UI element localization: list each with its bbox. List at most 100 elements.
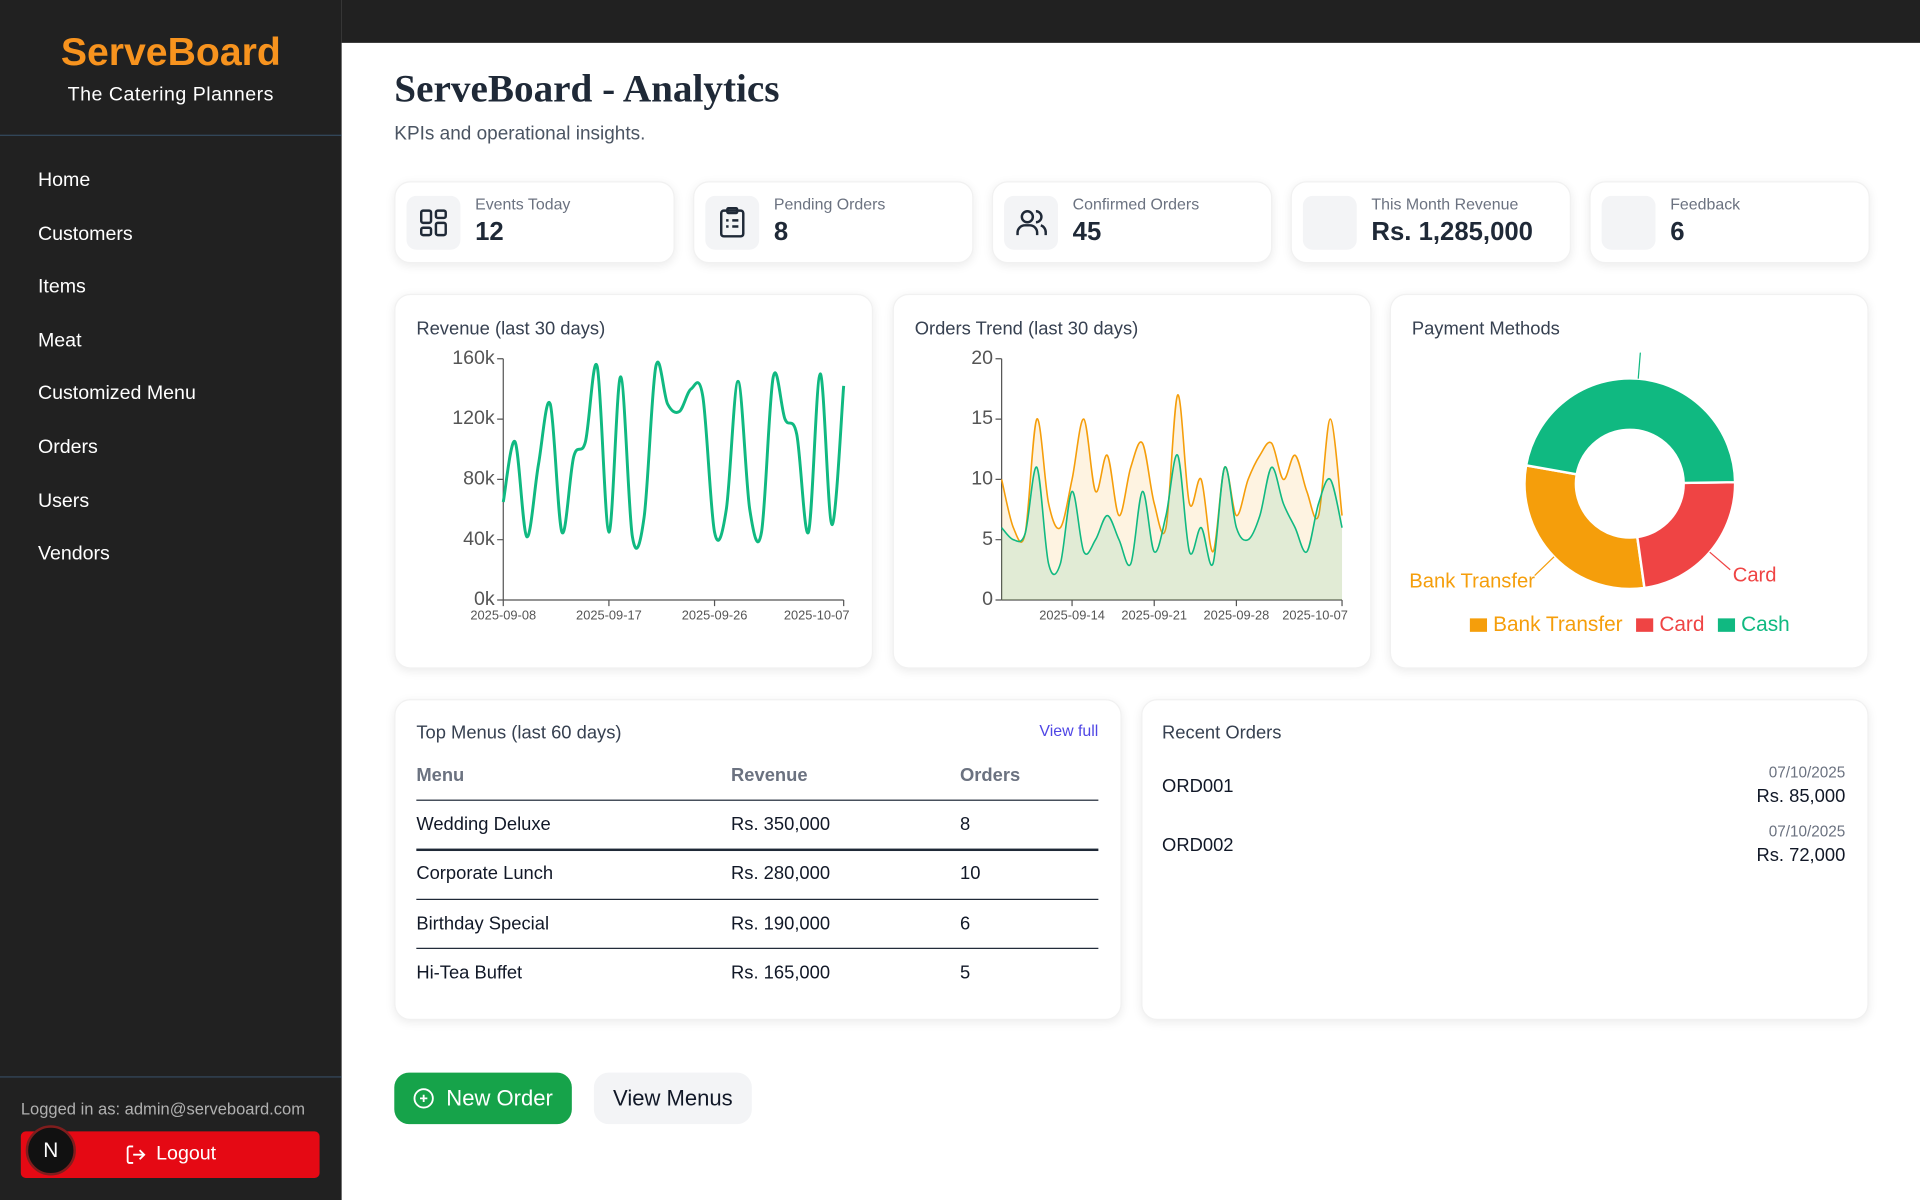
legend-label: Bank Transfer (1493, 613, 1623, 636)
table-rule (416, 848, 1099, 851)
line (501, 360, 846, 550)
nav-item[interactable]: Home (37, 170, 91, 192)
kpi-icon (406, 195, 461, 250)
line (1000, 394, 1343, 553)
sidebar (0, 0, 342, 1200)
kpi-icon (1601, 195, 1656, 250)
area-fill (1001, 454, 1343, 600)
kpi-value: 45 (1072, 217, 1102, 247)
legend-label: Cash (1741, 613, 1790, 636)
table-header: Menu (416, 765, 465, 787)
kpi-value: 6 (1670, 217, 1685, 247)
kpi-label: Feedback (1670, 194, 1741, 214)
table-cell: 6 (960, 912, 971, 934)
nav-item[interactable]: Meat (37, 330, 82, 352)
button-label: New Order (446, 1085, 553, 1110)
slice-label: Card (1733, 564, 1777, 586)
view-menus-button[interactable]: View Menus (593, 1072, 752, 1125)
nav-item[interactable]: Users (37, 490, 90, 512)
leader-line (1709, 551, 1731, 571)
y-tick-label: 40k (463, 528, 495, 550)
nav-item[interactable]: Customers (37, 223, 133, 245)
pie-slice (1635, 480, 1737, 590)
logout-icon (126, 1145, 145, 1164)
kpi-label: This Month Revenue (1371, 194, 1519, 214)
slice-label: Bank Transfer (1409, 571, 1535, 593)
leader-line (1534, 556, 1555, 576)
x-tick-label: 2025-09-21 (1121, 607, 1187, 622)
legend-swatch (1469, 618, 1488, 632)
y-tick-label: 0k (474, 588, 495, 610)
kpi-label: Confirmed Orders (1072, 194, 1200, 214)
chart: 0k 40k 80k 120k 160k 2025-09-08 2025-09-17 2025… (452, 347, 850, 622)
table-cell: Corporate Lunch (416, 863, 554, 885)
y-tick-label: 15 (971, 407, 993, 429)
line (1001, 454, 1343, 576)
table-cell: Rs. 190,000 (731, 912, 831, 934)
x-tick-label: 2025-09-14 (1039, 607, 1105, 622)
table-cell: 8 (960, 814, 971, 836)
x-tick-label: 2025-09-28 (1204, 607, 1270, 622)
kpi-value: 8 (773, 217, 789, 247)
order-id: ORD001 (1162, 776, 1234, 798)
kpi-card: Pending Orders 8 (693, 181, 974, 264)
kpi-card: This Month Revenue Rs. 1,285,000 (1290, 181, 1572, 264)
kpi-card: Events Today 12 (394, 181, 675, 264)
tagline: The Catering Planners (67, 84, 274, 106)
table-cell: 10 (960, 863, 981, 885)
kpi-icon (705, 195, 760, 250)
table-header: Revenue (731, 765, 808, 787)
leader-line (1637, 352, 1641, 379)
table-cell: Rs. 280,000 (731, 863, 831, 885)
view-full-link[interactable]: View full (1039, 721, 1099, 740)
table-header: Orders (960, 765, 1021, 787)
x-tick-label: 2025-10-07 (1282, 607, 1348, 622)
slice-label: Cash (1636, 330, 1683, 352)
chart: 0 5 10 15 20 2025-09-14 2025-09-21 2025-09-28 20… (971, 347, 1348, 622)
nav-item[interactable]: Orders (37, 437, 98, 458)
y-tick-label: 10 (971, 468, 993, 490)
nav-item[interactable]: Customized Menu (37, 383, 196, 405)
top-menus-card (394, 699, 1122, 1020)
nav-item[interactable]: Vendors (37, 543, 110, 565)
legend-swatch (1636, 618, 1654, 632)
kpi-value: Rs. 1,285,000 (1371, 217, 1533, 247)
avatar[interactable]: N (25, 1125, 76, 1176)
pie-slice (1524, 377, 1737, 485)
button-label: View Menus (613, 1085, 733, 1110)
y-tick-label: 80k (463, 468, 495, 490)
order-amount: Rs. 85,000 (1756, 786, 1846, 807)
kpi-label: Pending Orders (773, 194, 886, 214)
y-tick-label: 160k (452, 347, 495, 369)
kpi-label: Events Today (475, 194, 571, 214)
y-tick-label: 20 (971, 347, 993, 369)
legend-swatch (1717, 618, 1736, 632)
kpi-card: Confirmed Orders 45 (991, 181, 1273, 264)
new-order-button[interactable]: New Order (394, 1072, 572, 1125)
kpi-icon (1004, 195, 1058, 250)
page-subtitle: KPIs and operational insights. (394, 123, 646, 145)
chart: Bank Transfer Card Cash Bank Transfer Card Ca… (1409, 330, 1790, 636)
divider (0, 134, 342, 136)
nav-item[interactable]: Items (37, 276, 86, 298)
card-title: Recent Orders (1162, 722, 1282, 744)
order-date: 07/10/2025 (1768, 822, 1846, 840)
order-id: ORD002 (1162, 835, 1234, 856)
table-cell: 5 (960, 962, 971, 984)
logged-in: Logged in as: admin@serveboard.com (20, 1099, 306, 1118)
brand: ServeBoard (60, 29, 281, 74)
kpi-value: 12 (475, 217, 504, 247)
kpi-icon (1302, 195, 1357, 250)
divider (0, 1076, 342, 1078)
plus-icon (414, 1088, 435, 1109)
chart-title: Payment Methods (1411, 318, 1560, 340)
top-bar (341, 0, 1920, 43)
x-tick-label: 2025-10-07 (784, 607, 850, 622)
pie-slice (1523, 463, 1646, 591)
chart-card: Revenue (last 30 days) 0k 40k 80k 120k 160k 2… (394, 293, 874, 669)
x-tick-label: 2025-09-08 (470, 607, 536, 622)
chart-title: Revenue (last 30 days) (416, 318, 606, 340)
logout-label: Logout (156, 1143, 217, 1165)
legend-label: Card (1659, 613, 1704, 636)
